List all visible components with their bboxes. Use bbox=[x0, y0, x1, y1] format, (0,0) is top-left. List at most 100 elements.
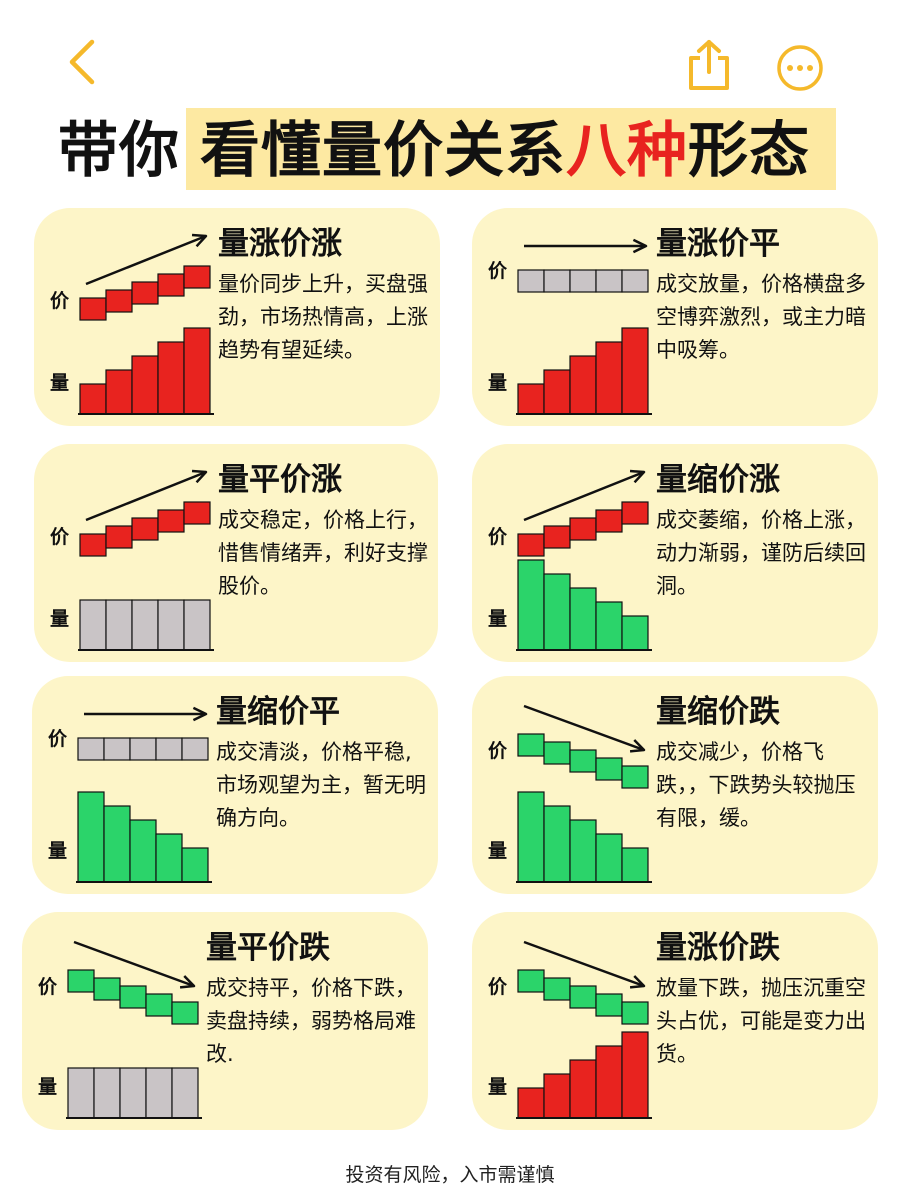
price-axis-label: 价 bbox=[488, 976, 508, 998]
pattern-description: 量价同步上升，买盘强劲，市场热情高，上涨趋势有望延续。 bbox=[218, 272, 428, 362]
chevron-left-icon bbox=[69, 39, 95, 85]
price-block bbox=[621, 765, 649, 789]
pattern-heading: 量涨价平 bbox=[656, 226, 780, 262]
trend-arrow-head bbox=[179, 975, 196, 989]
price-axis-label: 价 bbox=[488, 260, 508, 282]
volume-axis-label: 量 bbox=[50, 372, 70, 394]
trend-arrow-head bbox=[632, 238, 648, 254]
volume-bar bbox=[595, 833, 623, 883]
pattern-description: 成交清淡，价格平稳,市场观望为主，暂无明确方向。 bbox=[216, 740, 426, 830]
more-button[interactable] bbox=[776, 44, 824, 92]
volume-axis-label: 量 bbox=[50, 608, 70, 630]
volume-bar bbox=[517, 559, 545, 651]
price-block bbox=[543, 977, 571, 1001]
pattern-heading: 量涨价涨 bbox=[218, 226, 342, 262]
pattern-chart bbox=[516, 238, 652, 415]
volume-bar bbox=[131, 599, 159, 651]
page-title: 看懂量价关系八种形态 bbox=[200, 112, 810, 190]
volume-bar bbox=[569, 1059, 597, 1119]
volume-bar bbox=[93, 1067, 121, 1119]
price-block bbox=[131, 281, 159, 305]
trend-arrow bbox=[524, 238, 648, 254]
trend-arrow-head bbox=[191, 233, 208, 248]
pattern-heading: 量平价跌 bbox=[206, 930, 330, 966]
price-axis-label: 价 bbox=[50, 290, 70, 312]
pattern-description: 成交稳定，价格上行，惜售情绪弄，利好支撑股价。 bbox=[218, 508, 428, 598]
trend-arrow-head bbox=[629, 469, 646, 484]
volume-bar bbox=[183, 327, 211, 415]
volume-bar bbox=[157, 599, 185, 651]
pattern-card: 价量 量涨价涨量价同步上升，买盘强劲，市场热情高，上涨趋势有望延续。 bbox=[34, 208, 440, 426]
pattern-description: 放量下跌，抛压沉重空头占优，可能是变力出货。 bbox=[656, 976, 866, 1066]
price-axis-label: 价 bbox=[488, 740, 508, 762]
volume-bar bbox=[79, 599, 107, 651]
volume-bar bbox=[157, 341, 185, 415]
price-axis-label: 价 bbox=[48, 728, 68, 750]
price-block bbox=[183, 501, 211, 525]
pattern-card: 价量 量平价跌 成交持平，价格下跌，卖盘持续，弱势格局难改. bbox=[22, 912, 428, 1130]
more-icon bbox=[777, 45, 823, 91]
trend-arrow bbox=[523, 940, 646, 989]
trend-arrow bbox=[523, 704, 646, 753]
page-title-main: 看懂量价关系 bbox=[200, 116, 566, 186]
volume-bar bbox=[183, 599, 211, 651]
trend-arrow bbox=[73, 940, 196, 989]
price-block bbox=[517, 969, 545, 993]
trend-arrow bbox=[85, 469, 208, 522]
volume-axis-label: 量 bbox=[488, 372, 508, 394]
back-button[interactable] bbox=[62, 38, 106, 86]
page-title-prefix: 带你 bbox=[58, 116, 180, 186]
price-block bbox=[79, 297, 107, 321]
price-block bbox=[93, 977, 121, 1001]
volume-bar bbox=[569, 819, 597, 883]
volume-axis-label: 量 bbox=[38, 1076, 58, 1098]
pattern-chart bbox=[516, 704, 652, 883]
volume-bar bbox=[105, 599, 133, 651]
volume-bar bbox=[131, 355, 159, 415]
price-block bbox=[517, 269, 545, 293]
risk-disclaimer: 投资有风险，入市需谨慎 bbox=[345, 1164, 555, 1186]
volume-bar bbox=[569, 355, 597, 415]
pattern-heading: 量缩价跌 bbox=[656, 694, 780, 730]
volume-bar bbox=[543, 369, 571, 415]
price-axis-label: 价 bbox=[38, 976, 58, 998]
pattern-card: 价量 量缩价涨 成交萎缩，价格上涨，动力渐弱，谨防后续回洞。 bbox=[472, 444, 878, 662]
pattern-heading: 量平价涨 bbox=[218, 462, 342, 498]
volume-bar bbox=[543, 573, 571, 651]
price-block bbox=[517, 533, 545, 557]
share-button[interactable] bbox=[686, 38, 732, 92]
price-block bbox=[543, 741, 571, 765]
trend-arrow-head bbox=[629, 739, 646, 753]
volume-bar bbox=[67, 1067, 95, 1119]
volume-bar bbox=[517, 791, 545, 883]
volume-bar bbox=[621, 1031, 649, 1119]
volume-bar bbox=[77, 791, 105, 883]
price-block bbox=[595, 269, 623, 293]
volume-bar bbox=[119, 1067, 147, 1119]
volume-bar bbox=[621, 327, 649, 415]
price-block bbox=[79, 533, 107, 557]
price-block bbox=[569, 269, 597, 293]
price-block bbox=[517, 733, 545, 757]
volume-bar bbox=[79, 383, 107, 415]
price-block bbox=[157, 273, 185, 297]
price-block bbox=[569, 985, 597, 1009]
volume-bar bbox=[171, 1067, 199, 1119]
trend-arrow bbox=[85, 233, 208, 286]
volume-axis-label: 量 bbox=[488, 1076, 508, 1098]
pattern-description: 成交放量，价格横盘多空博弈激烈，或主力暗中吸筹。 bbox=[656, 272, 866, 362]
price-block bbox=[131, 517, 159, 541]
trend-arrow-head bbox=[191, 469, 208, 484]
price-axis-label: 价 bbox=[488, 526, 508, 548]
pattern-heading: 量缩价涨 bbox=[656, 462, 780, 498]
volume-bar bbox=[569, 587, 597, 651]
share-icon bbox=[689, 40, 729, 90]
trend-arrow bbox=[84, 706, 208, 722]
price-block bbox=[621, 501, 649, 525]
title-highlight-band bbox=[186, 108, 836, 190]
pattern-card: 价量 量涨价跌放量下跌，抛压沉重空头占优，可能是变力出货。 bbox=[472, 912, 878, 1130]
price-block bbox=[171, 1001, 199, 1025]
price-block bbox=[155, 737, 183, 761]
pattern-description: 成交萎缩，价格上涨，动力渐弱，谨防后续回洞。 bbox=[656, 508, 866, 598]
pattern-heading: 量涨价跌 bbox=[656, 930, 780, 966]
